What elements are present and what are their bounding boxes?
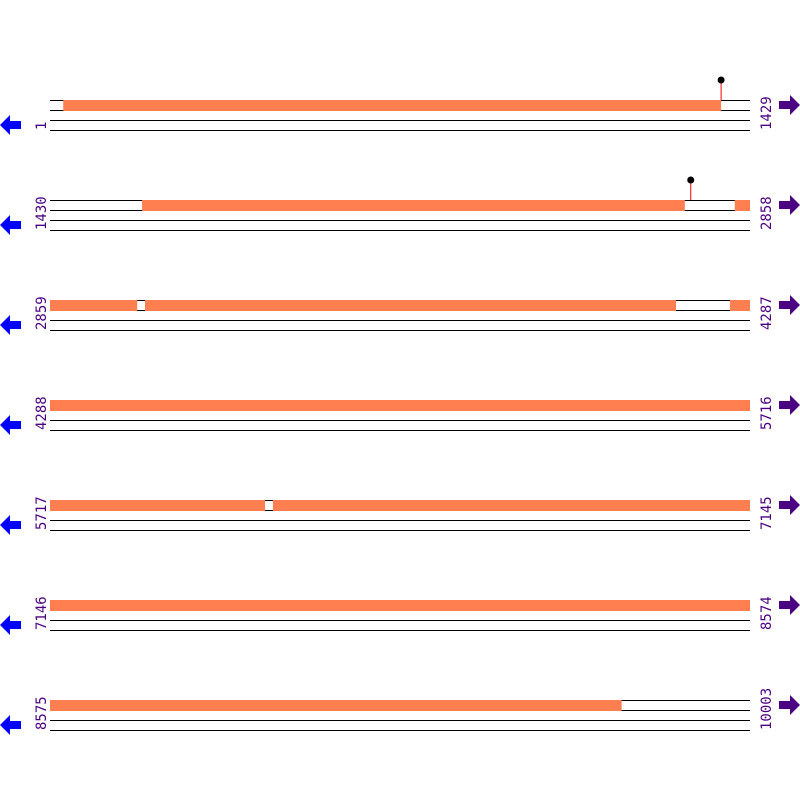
left-arrow-icon	[0, 715, 21, 735]
sequence-row: 4288 5716	[0, 395, 800, 435]
left-arrow-icon	[0, 615, 21, 635]
row-end-label: 10003	[759, 688, 775, 730]
right-arrow-icon	[779, 595, 800, 615]
feature-segment	[272, 500, 750, 511]
row-end-label: 1429	[759, 96, 775, 130]
row-start-label: 8575	[34, 696, 50, 730]
row-end-label: 8574	[759, 596, 775, 630]
marker-head-icon	[717, 76, 725, 84]
right-arrow-icon	[779, 495, 800, 515]
sequence-row: 7146 8574	[0, 595, 800, 635]
row-start-label: 4288	[34, 396, 50, 430]
left-arrow-icon	[0, 515, 21, 535]
feature-segment	[50, 400, 750, 411]
row-start-label: 1	[34, 122, 50, 130]
right-arrow-icon	[779, 195, 800, 215]
feature-segment	[50, 600, 750, 611]
row-end-label: 7145	[759, 496, 775, 530]
right-arrow-icon	[779, 695, 800, 715]
row-end-label: 4287	[759, 296, 775, 330]
left-arrow-icon	[0, 215, 21, 235]
feature-segment	[50, 700, 622, 711]
sequence-row: 1430 2858	[0, 176, 800, 235]
right-arrow-icon	[779, 295, 800, 315]
sequence-row: 1 1429	[0, 76, 800, 135]
feature-segment	[50, 500, 266, 511]
left-arrow-icon	[0, 315, 21, 335]
row-start-label: 5717	[34, 496, 50, 530]
row-start-label: 2859	[34, 296, 50, 330]
sequence-row: 5717 7145	[0, 495, 800, 535]
feature-segment	[63, 100, 722, 111]
row-end-label: 5716	[759, 396, 775, 430]
right-arrow-icon	[779, 395, 800, 415]
feature-segment	[729, 300, 750, 311]
sequence-row: 2859 4287	[0, 295, 800, 335]
sequence-row: 8575 10003	[0, 688, 800, 735]
left-arrow-icon	[0, 415, 21, 435]
feature-segment	[145, 300, 677, 311]
feature-segment	[142, 200, 685, 211]
feature-segment	[50, 300, 138, 311]
marker-head-icon	[687, 176, 695, 184]
row-start-label: 7146	[34, 596, 50, 630]
right-arrow-icon	[779, 95, 800, 115]
row-start-label: 1430	[34, 196, 50, 230]
row-end-label: 2858	[759, 196, 775, 230]
left-arrow-icon	[0, 115, 21, 135]
feature-segment	[734, 200, 750, 211]
